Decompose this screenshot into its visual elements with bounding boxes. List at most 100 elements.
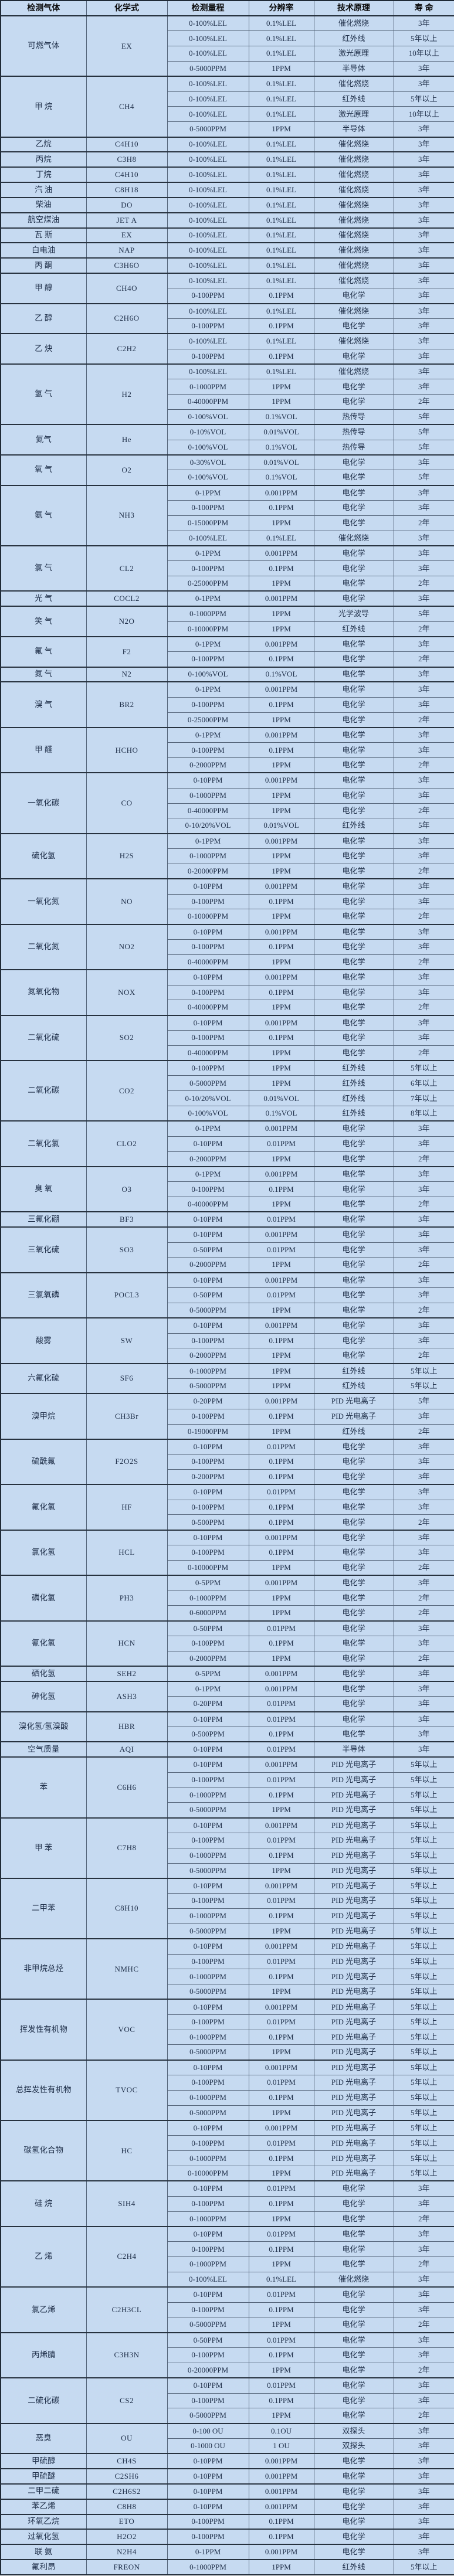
resolution-cell: 0.1%LEL bbox=[248, 2271, 314, 2288]
table-row: 三氧化硫 SO3 0-10PPM 0.001PPM 电化学 3年 bbox=[0, 1226, 454, 1273]
table-header: 检测气体 化学式 检测量程 分辨率 技术原理 寿 命 bbox=[0, 0, 454, 16]
range-cell: 0-1000PPM bbox=[167, 606, 249, 622]
resolution-cell: 0.1PPM bbox=[248, 1514, 314, 1531]
principle-cell: PID 光电离子 bbox=[313, 2135, 394, 2152]
lifespan-cell: 5年 bbox=[393, 424, 454, 440]
resolution-cell: 1PPM bbox=[248, 1151, 314, 1167]
range-cell: 0-5000PPM bbox=[167, 2044, 249, 2061]
range-cell: 0-10PPM bbox=[167, 2225, 249, 2242]
resolution-cell: 0.001PPM bbox=[248, 1014, 314, 1031]
principle-cell: 电化学 bbox=[313, 1242, 394, 1258]
principle-cell: PID 光电离子 bbox=[313, 2044, 394, 2061]
resolution-cell: 0.01PPM bbox=[248, 1242, 314, 1258]
gas-name-cell: 可燃气体 bbox=[0, 15, 87, 77]
range-cell: 0-100%LEL bbox=[167, 91, 249, 107]
formula-cell: SEH2 bbox=[86, 1666, 168, 1682]
range-cell: 0-100%VOL bbox=[167, 439, 249, 456]
principle-cell: 电化学 bbox=[313, 1545, 394, 1561]
gas-name-cell: 挥发性有机物 bbox=[0, 1999, 87, 2061]
range-cell: 0-10PPM bbox=[167, 2377, 249, 2394]
lifespan-cell: 5年 bbox=[393, 818, 454, 834]
lifespan-cell: 3年 bbox=[393, 1696, 454, 1712]
table-row: 0-10000PPM 1PPM 红外线 2年 bbox=[1, 621, 454, 637]
lifespan-cell: 3年 bbox=[393, 560, 454, 577]
lifespan-cell: 3年 bbox=[393, 2180, 454, 2197]
principle-cell: 红外线 bbox=[313, 1423, 394, 1440]
principle-cell: 电化学 bbox=[313, 1529, 394, 1546]
range-cell: 0-1000PPM bbox=[167, 2256, 249, 2272]
principle-cell: 电化学 bbox=[313, 1029, 394, 1046]
table-row: 0-100PPM 0.01PPM PID 光电离子 5年以上 bbox=[1, 1893, 454, 1909]
resolution-cell: 0.1PPM bbox=[248, 2347, 314, 2363]
range-cell: 0-20PPM bbox=[167, 1696, 249, 1712]
principle-cell: PID 光电离子 bbox=[313, 1923, 394, 1939]
range-cell: 0-1PPM bbox=[167, 2544, 249, 2560]
principle-cell: 光学波导 bbox=[313, 606, 394, 622]
principle-cell: 电化学 bbox=[313, 909, 394, 925]
gas-name-cell: 一氧化氮 bbox=[0, 878, 87, 925]
range-cell: 0-100%LEL bbox=[167, 30, 249, 47]
principle-cell: 电化学 bbox=[313, 2180, 394, 2197]
range-cell: 0-100PPM bbox=[167, 2302, 249, 2318]
table-row: 环氧乙烷 ETO 0-100PPM 0.1PPM 电化学 3年 bbox=[0, 2513, 454, 2530]
range-cell: 0-15000PPM bbox=[167, 515, 249, 531]
range-cell: 0-5000PPM bbox=[167, 1863, 249, 1879]
lifespan-cell: 5年以上 bbox=[393, 2105, 454, 2121]
range-cell: 0-10PPM bbox=[167, 1136, 249, 1152]
lifespan-cell: 3年 bbox=[393, 76, 454, 92]
range-cell: 0-1000PPM bbox=[167, 1969, 249, 1985]
lifespan-cell: 5年以上 bbox=[393, 1984, 454, 2000]
table-row: 0-5000PPM 1PPM 红外线 6年以上 bbox=[1, 1075, 454, 1092]
range-cell: 0-1000PPM bbox=[167, 1787, 249, 1803]
range-cell: 0-100 OU bbox=[167, 2422, 249, 2439]
resolution-cell: 0.1PPM bbox=[248, 2302, 314, 2318]
principle-cell: 电化学 bbox=[313, 1165, 394, 1182]
principle-cell: 电化学 bbox=[313, 318, 394, 334]
table-row: 0-500PPM 0.1PPM 电化学 2年 bbox=[1, 1514, 454, 1531]
resolution-cell: 0.1PPM bbox=[248, 1029, 314, 1046]
lifespan-cell: 5年以上 bbox=[393, 1378, 454, 1394]
formula-cell: JET A bbox=[86, 212, 168, 229]
resolution-cell: 0.01PPM bbox=[248, 1484, 314, 1500]
range-cell: 0-100PPM bbox=[167, 288, 249, 304]
formula-cell: CLO2 bbox=[86, 1120, 168, 1167]
resolution-cell: 0.1%LEL bbox=[248, 182, 314, 198]
resolution-cell: 0.1%VOL bbox=[248, 1106, 314, 1122]
range-cell: 0-1PPM bbox=[167, 545, 249, 562]
formula-cell: SO2 bbox=[86, 1014, 168, 1061]
range-cell: 0-100%LEL bbox=[167, 530, 249, 546]
formula-cell: N2 bbox=[86, 666, 168, 682]
principle-cell: 电化学 bbox=[313, 1484, 394, 1500]
resolution-cell: 0.1PPM bbox=[248, 318, 314, 334]
lifespan-cell: 3年 bbox=[393, 136, 454, 152]
formula-cell: C4H10 bbox=[86, 166, 168, 183]
resolution-cell: 0.001PPM bbox=[248, 2120, 314, 2136]
table-row: 氯 气 CL2 0-1PPM 0.001PPM 电化学 3年 bbox=[0, 545, 454, 592]
lifespan-cell: 5年以上 bbox=[393, 30, 454, 47]
lifespan-cell: 5年以上 bbox=[393, 1772, 454, 1788]
resolution-cell: 0.01%VOL bbox=[248, 424, 314, 440]
range-cell: 0-1000PPM bbox=[167, 1908, 249, 1924]
lifespan-cell: 3年 bbox=[393, 2453, 454, 2469]
resolution-cell: 0.001PPM bbox=[248, 2498, 314, 2515]
table-row: 甲 烷 CH4 0-100%LEL 0.1%LEL 催化燃烧 3年 bbox=[0, 76, 454, 138]
lifespan-cell: 5年以上 bbox=[393, 1817, 454, 1833]
table-row: 0-5000PPM 1PPM PID 光电离子 5年以上 bbox=[1, 2044, 454, 2061]
gas-name-cell: 氟利昂 bbox=[0, 2559, 87, 2575]
resolution-cell: 0.01PPM bbox=[248, 1696, 314, 1712]
principle-cell: 红外线 bbox=[313, 1106, 394, 1122]
range-cell: 0-10PPM bbox=[167, 1014, 249, 1031]
resolution-cell: 0.1PPM bbox=[248, 1969, 314, 1985]
range-cell: 0-1000PPM bbox=[167, 2150, 249, 2167]
resolution-cell: 0.001PPM bbox=[248, 1756, 314, 1773]
resolution-cell: 0.001PPM bbox=[248, 923, 314, 940]
formula-cell: HC bbox=[86, 2120, 168, 2181]
resolution-cell: 0.1PPM bbox=[248, 893, 314, 910]
table-row: 0-100PPM 0.1PPM 电化学 3年 bbox=[1, 318, 454, 334]
formula-cell: C8H18 bbox=[86, 182, 168, 198]
gas-name-cell: 苯 bbox=[0, 1756, 87, 1819]
table-row: 白电油 NAP 0-100%LEL 0.1%LEL 催化燃烧 3年 bbox=[0, 242, 454, 259]
principle-cell: 电化学 bbox=[313, 2529, 394, 2545]
resolution-cell: 1PPM bbox=[248, 1302, 314, 1318]
range-cell: 0-5000PPM bbox=[167, 2408, 249, 2424]
